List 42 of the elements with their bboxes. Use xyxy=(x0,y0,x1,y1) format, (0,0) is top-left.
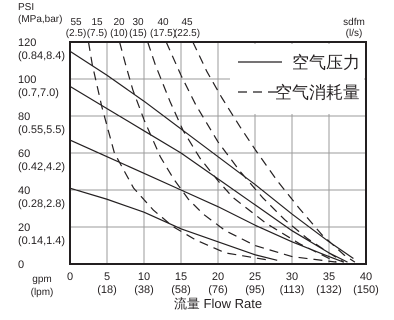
y-tick-label: 20 xyxy=(18,222,30,234)
text: sdfm (l/s) xyxy=(343,17,365,39)
x-tick-label: 25 xyxy=(248,271,262,283)
x-tick-label: 5 xyxy=(104,271,110,283)
text: gpm (lpm) xyxy=(30,274,54,298)
x-tick-label: 15 xyxy=(174,271,188,283)
text: (0.42,4.2) xyxy=(18,161,66,173)
text: 30 (15) xyxy=(129,17,147,39)
text: (113) xyxy=(280,284,304,296)
x-tick-label: 20 xyxy=(212,271,224,283)
y-tick-label: 100 xyxy=(18,74,36,86)
text: 空气消耗量 xyxy=(275,83,360,102)
text: (38) xyxy=(134,284,154,296)
y-tick-label: 0 xyxy=(18,259,24,271)
text: 55 (2.5) xyxy=(66,17,86,39)
x-tick-label: 30 xyxy=(286,271,298,283)
y-axis-title: PSI (MPa,bar) xyxy=(18,2,62,25)
text: 40 (17.5) xyxy=(150,17,176,39)
x-tick-label: 40 xyxy=(360,271,372,283)
legend-label: 空气压力 xyxy=(292,53,360,72)
x-axis-title: 流量 Flow Rate xyxy=(174,296,262,311)
text: 20 (10) xyxy=(110,17,128,39)
text: (0.7,7.0) xyxy=(18,87,59,99)
x-tick-label: 0 xyxy=(66,271,74,283)
text: (150) xyxy=(353,284,379,296)
y-tick-label: 120 xyxy=(18,37,36,49)
text: (18) xyxy=(97,284,117,296)
y-tick-label: 80 xyxy=(18,111,30,123)
text: (0.84,8.4) xyxy=(18,50,66,62)
text: (95) xyxy=(245,284,265,296)
y-tick-label: 40 xyxy=(18,185,30,197)
x-tick-label: 35 xyxy=(322,271,336,283)
text: 15 (7.5) xyxy=(86,17,108,39)
text: (132) xyxy=(316,284,342,296)
text: (0.55,5.5) xyxy=(18,124,66,136)
x-tick-label: 10 xyxy=(138,271,150,283)
text: (58) xyxy=(171,284,191,296)
text: (0.28,2.8) xyxy=(18,198,66,210)
text: (76) xyxy=(208,284,228,296)
y-tick-label: 60 xyxy=(18,148,30,160)
text: 45 (22.5) xyxy=(174,17,200,39)
text: (0.14,1.4) xyxy=(18,235,66,247)
